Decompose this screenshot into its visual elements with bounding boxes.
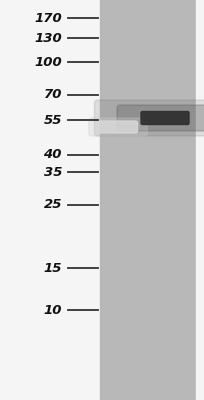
FancyBboxPatch shape <box>99 121 137 133</box>
Text: 15: 15 <box>43 262 62 274</box>
FancyBboxPatch shape <box>89 118 147 136</box>
Text: 100: 100 <box>34 56 62 68</box>
Text: 55: 55 <box>43 114 62 126</box>
Text: 35: 35 <box>43 166 62 178</box>
Text: 70: 70 <box>43 88 62 102</box>
Bar <box>100 0 204 400</box>
Bar <box>196 0 204 400</box>
Text: 25: 25 <box>43 198 62 212</box>
FancyBboxPatch shape <box>141 112 189 124</box>
Text: 10: 10 <box>43 304 62 316</box>
Text: 40: 40 <box>43 148 62 162</box>
FancyBboxPatch shape <box>117 105 204 131</box>
FancyBboxPatch shape <box>94 100 204 136</box>
Text: 130: 130 <box>34 32 62 44</box>
Text: 170: 170 <box>34 12 62 24</box>
